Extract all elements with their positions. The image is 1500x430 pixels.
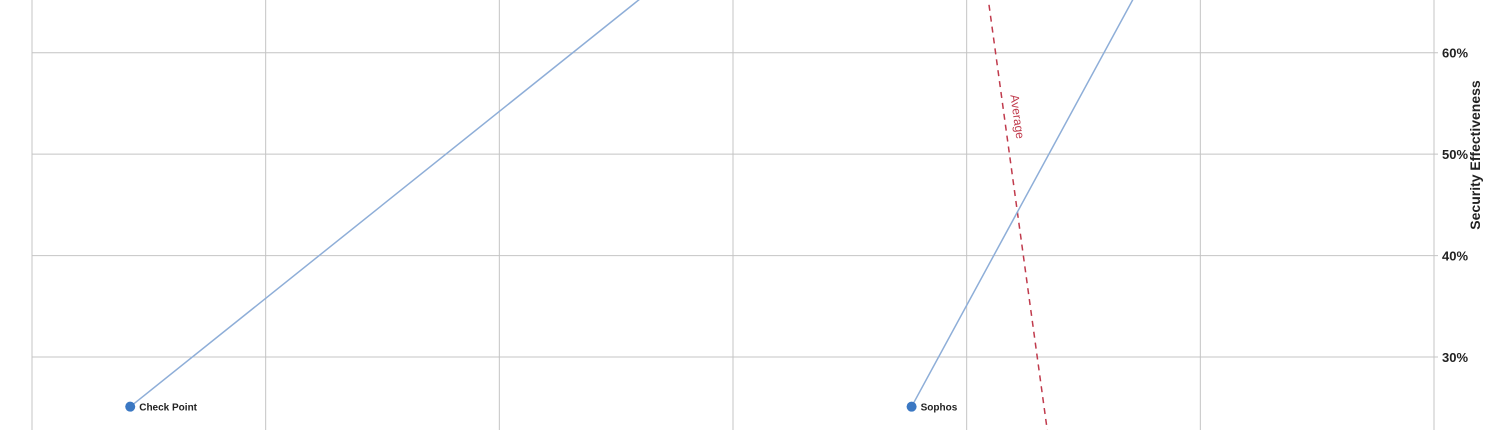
series-trend-line xyxy=(129,0,640,408)
y-tick-label: 50% xyxy=(1442,147,1468,162)
y-tick-label: 60% xyxy=(1442,46,1468,61)
average-line-label: Average xyxy=(1007,94,1027,140)
y-axis: 30% 40% 50% 60% Security Effectiveness xyxy=(1442,46,1483,365)
average-line-group: Average xyxy=(987,0,1048,430)
y-axis-title: Security Effectiveness xyxy=(1467,80,1483,230)
series-group: Check Point Sophos xyxy=(125,0,1134,414)
y-tick-label: 30% xyxy=(1442,350,1468,365)
series-trend-line xyxy=(910,0,1134,408)
data-point[interactable] xyxy=(906,401,917,412)
y-tick-label: 40% xyxy=(1442,249,1468,264)
data-point-label: Check Point xyxy=(139,403,197,414)
average-line xyxy=(987,0,1048,430)
data-point[interactable] xyxy=(125,401,136,412)
data-point-label: Sophos xyxy=(921,403,958,414)
grid xyxy=(31,0,1438,430)
